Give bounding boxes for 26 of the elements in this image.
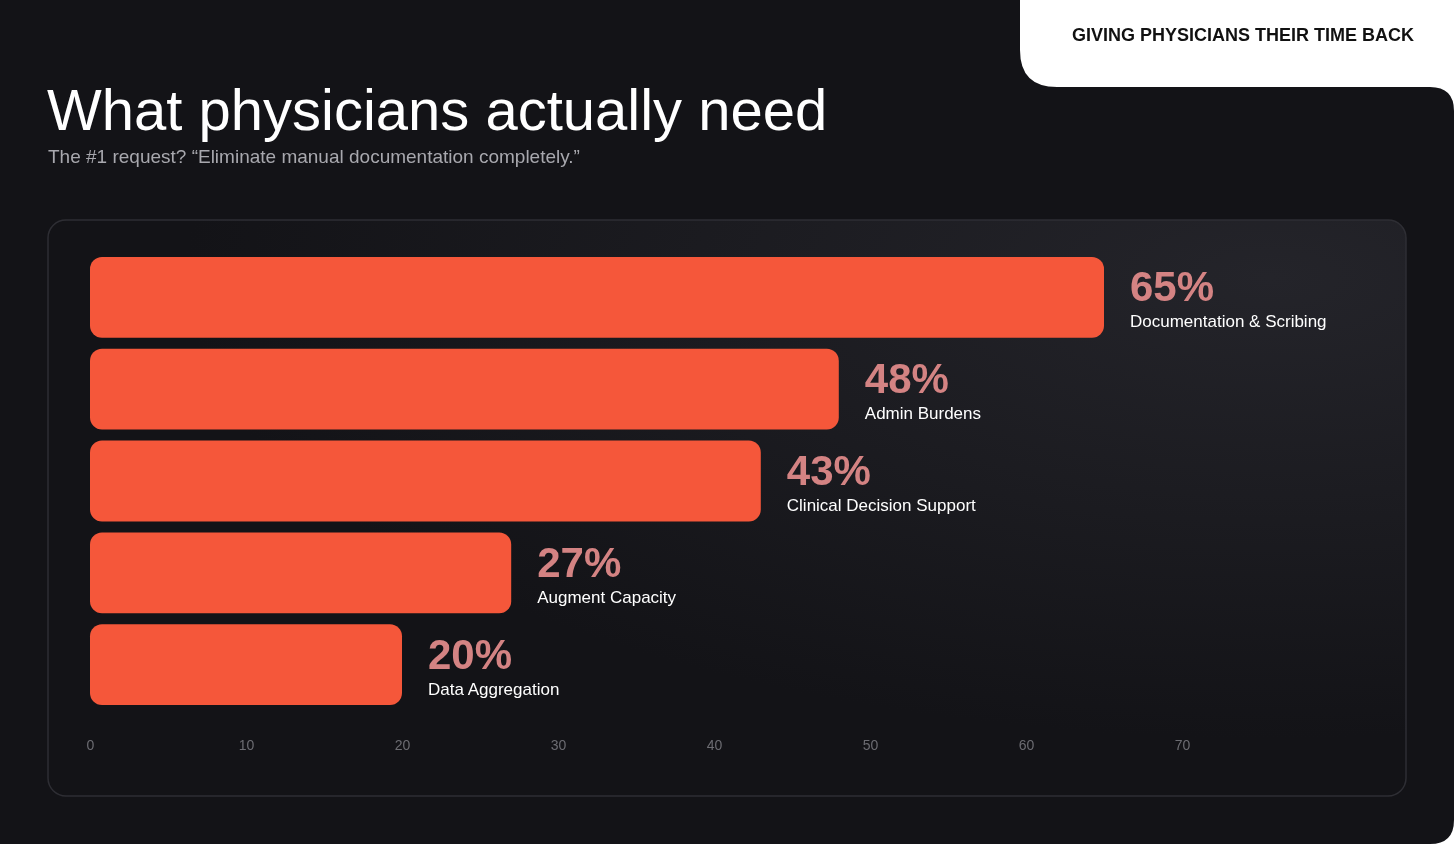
text: GIVING PHYSICIANS THEIR TIME BACK [1071, 25, 1415, 45]
y-tick-label: Clinical Decision Support [786, 496, 977, 515]
x-tick-label: 70 [1174, 736, 1191, 753]
chart-subtitle: The #1 request? “Eliminate manual documentation completely.” [48, 146, 580, 167]
y-tick-label: Augment Capacity [537, 587, 677, 607]
data-label: 27% [537, 538, 622, 586]
bar [90, 532, 512, 614]
x-tick-label: 40 [706, 736, 723, 753]
x-tick-label: 50 [862, 736, 879, 753]
y-tick-label: Admin Burdens [864, 404, 982, 424]
y-tick-label: Data Aggregation [428, 679, 560, 699]
bar [90, 257, 1104, 338]
x-tick-label: 60 [1018, 736, 1035, 753]
bar [90, 440, 761, 522]
x-tick-label: 20 [394, 736, 411, 753]
x-tick-label: 10 [238, 736, 255, 753]
x-tick-label: 30 [550, 736, 567, 753]
data-label: 65% [1130, 263, 1215, 311]
chart-title: What physicians actually need [47, 77, 828, 142]
bar [90, 348, 839, 430]
bar [90, 624, 402, 705]
y-tick-label: Documentation & Scribing [1130, 312, 1327, 332]
x-tick-label: 0 [86, 736, 95, 753]
data-label: 20% [428, 630, 513, 678]
data-label: 43% [786, 447, 871, 494]
data-label: 48% [864, 355, 949, 403]
